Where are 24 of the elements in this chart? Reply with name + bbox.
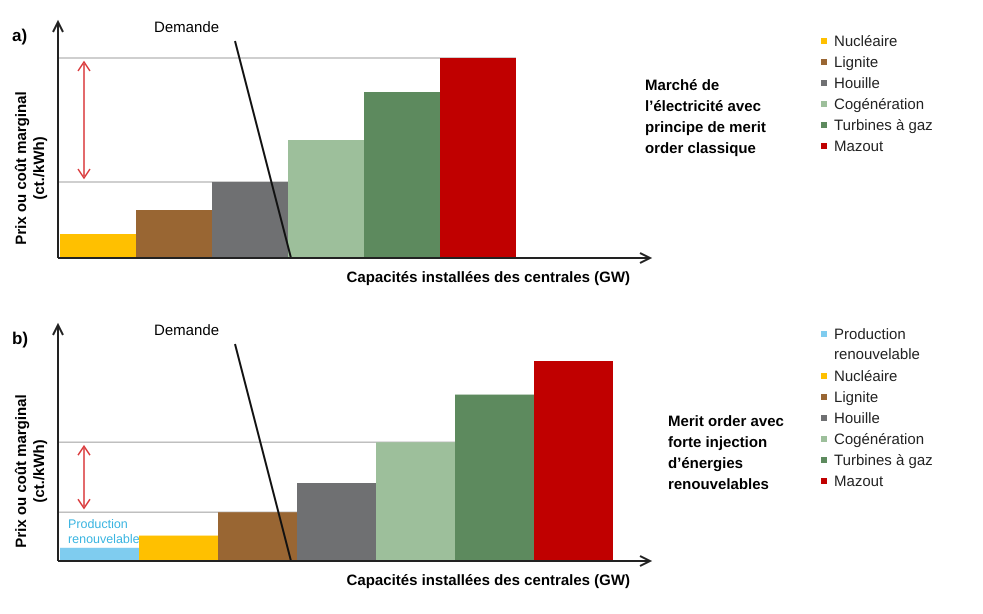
legend-label: Nucléaire — [834, 33, 898, 50]
text: Merit order avec forte injection d’énergies renouvelables — [668, 413, 784, 493]
chart-title: b) — [12, 329, 28, 348]
x-axis-title: Capacités installées des centrales (GW) — [346, 572, 630, 589]
legend-label: Production renouvelable — [834, 326, 920, 363]
annotation: Production renouvelable — [68, 516, 140, 546]
legend-label: Cogénération — [834, 431, 924, 448]
chart-title: a) — [12, 26, 28, 45]
legend-label: Nucléaire — [834, 368, 898, 385]
legend-label: Mazout — [834, 473, 884, 490]
legend-label: Lignite — [834, 389, 878, 406]
legend-label: Houille — [834, 410, 880, 427]
text: Marché de l’électricité avec principe de merit order classique — [645, 77, 766, 157]
y-axis-title: Prix ou coût marginal (ct./kWh) — [13, 91, 48, 245]
legend-label: Houille — [834, 75, 880, 92]
y-axis-title: Prix ou coût marginal (ct./kWh) — [13, 394, 48, 548]
text: Demande — [154, 322, 220, 339]
legend-label: Cogénération — [834, 96, 924, 113]
legend-label: Turbines à gaz — [834, 452, 933, 469]
x-axis-title: Capacités installées des centrales (GW) — [346, 269, 630, 286]
legend-label: Turbines à gaz — [834, 117, 933, 134]
text: Demande — [154, 19, 220, 36]
legend-label: Lignite — [834, 54, 878, 71]
legend-label: Mazout — [834, 138, 884, 155]
